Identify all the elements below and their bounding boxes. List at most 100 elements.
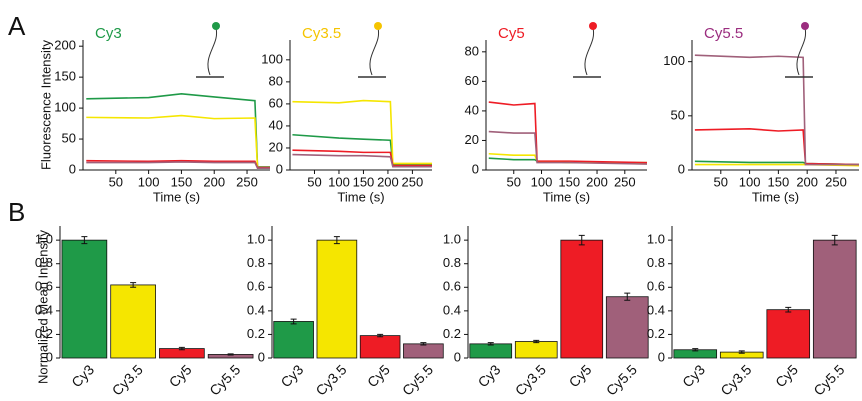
bar bbox=[403, 343, 444, 359]
bar bbox=[61, 239, 108, 359]
y-tick-label: 20 bbox=[465, 132, 479, 147]
y-tick-label: 0.4 bbox=[443, 302, 461, 317]
bar bbox=[316, 239, 358, 359]
y-tick-label: 0 bbox=[678, 161, 685, 176]
panel-label: A bbox=[8, 11, 26, 41]
y-tick-label: 0 bbox=[454, 349, 461, 364]
icon-tether bbox=[796, 27, 807, 76]
y-tick-label: 0.4 bbox=[647, 302, 665, 317]
x-tick-label: 200 bbox=[796, 174, 818, 189]
x-tick-label: 50 bbox=[507, 174, 521, 189]
y-tick-label: 80 bbox=[465, 43, 479, 58]
y-tick-label: 100 bbox=[663, 53, 685, 68]
x-tick-label: 100 bbox=[138, 174, 160, 189]
y-tick-label: 0.8 bbox=[35, 255, 53, 270]
y-tick-label: 20 bbox=[269, 139, 283, 154]
bar bbox=[766, 309, 811, 359]
error-bar bbox=[227, 353, 234, 356]
y-tick-label: 50 bbox=[62, 130, 76, 145]
x-axis-label: Time (s) bbox=[752, 189, 799, 204]
bar bbox=[560, 239, 604, 359]
x-tick-label: 150 bbox=[353, 174, 375, 189]
x-tick-label: 250 bbox=[402, 174, 424, 189]
y-tick-label: 0.4 bbox=[35, 302, 53, 317]
bar bbox=[812, 239, 857, 359]
y-tick-label: 0.2 bbox=[247, 326, 265, 341]
x-tick-label: 100 bbox=[531, 174, 553, 189]
x-tick-label: 150 bbox=[558, 174, 580, 189]
y-tick-label: 0.8 bbox=[443, 255, 461, 270]
y-tick-label: 60 bbox=[269, 95, 283, 110]
error-bar bbox=[377, 333, 384, 338]
error-bar bbox=[178, 346, 185, 351]
trace bbox=[292, 99, 432, 165]
x-tick-label: Cy5 bbox=[166, 361, 195, 390]
chart-title: Cy5 bbox=[498, 25, 525, 42]
x-tick-label: Cy3.5 bbox=[717, 361, 754, 398]
y-tick-label: 0.6 bbox=[35, 279, 53, 294]
y-tick-label: 1.0 bbox=[247, 232, 265, 247]
bar bbox=[514, 341, 558, 359]
x-tick-label: 100 bbox=[328, 174, 350, 189]
y-axis-label: Normalized Mean Intensity bbox=[35, 230, 50, 384]
error-bar bbox=[578, 234, 585, 246]
x-tick-label: Cy3.5 bbox=[512, 361, 549, 398]
y-tick-label: 0 bbox=[658, 349, 665, 364]
x-axis-label: Time (s) bbox=[543, 189, 590, 204]
trace bbox=[86, 93, 270, 168]
icon-dye bbox=[801, 22, 809, 30]
x-tick-label: 200 bbox=[586, 174, 608, 189]
y-tick-label: 0.6 bbox=[647, 279, 665, 294]
y-tick-label: 0 bbox=[276, 161, 283, 176]
y-tick-label: 0 bbox=[258, 349, 265, 364]
chart-title: Cy3.5 bbox=[302, 25, 341, 42]
icon-dye bbox=[374, 22, 382, 30]
trace bbox=[694, 128, 860, 166]
error-bar bbox=[81, 236, 88, 245]
x-tick-label: Cy3.5 bbox=[109, 361, 146, 398]
y-tick-label: 0 bbox=[69, 161, 76, 176]
bar bbox=[110, 284, 156, 359]
x-tick-label: 250 bbox=[236, 174, 258, 189]
icon-dye bbox=[589, 22, 597, 30]
y-tick-label: 0 bbox=[472, 161, 479, 176]
y-tick-label: 200 bbox=[54, 38, 76, 53]
x-tick-label: 150 bbox=[768, 174, 790, 189]
x-tick-label: 150 bbox=[171, 174, 193, 189]
chart-title: Cy3 bbox=[95, 25, 122, 42]
x-tick-label: 50 bbox=[714, 174, 728, 189]
trace bbox=[292, 153, 432, 168]
x-tick-label: Cy5 bbox=[772, 361, 801, 390]
error-bar bbox=[533, 339, 540, 344]
error-bar bbox=[130, 282, 137, 288]
error-bar bbox=[290, 318, 297, 325]
trace bbox=[292, 133, 432, 166]
error-bar bbox=[738, 350, 745, 354]
y-tick-label: 0.2 bbox=[35, 326, 53, 341]
icon-tether bbox=[584, 27, 595, 76]
x-tick-label: Cy3.5 bbox=[312, 361, 349, 398]
x-tick-label: Cy5.5 bbox=[603, 361, 640, 398]
icon-tether bbox=[369, 27, 380, 76]
x-tick-label: 50 bbox=[109, 174, 123, 189]
bar bbox=[605, 296, 649, 359]
y-tick-label: 0.6 bbox=[247, 279, 265, 294]
x-tick-label: Cy3 bbox=[68, 361, 97, 390]
error-bar bbox=[420, 342, 427, 346]
trace bbox=[86, 161, 270, 169]
x-tick-label: Cy5.5 bbox=[810, 361, 847, 398]
error-bar bbox=[487, 342, 494, 346]
y-tick-label: 100 bbox=[54, 100, 76, 115]
x-tick-label: 250 bbox=[825, 174, 847, 189]
y-axis-label: Fluorescence Intensity bbox=[38, 39, 53, 170]
x-tick-label: Cy3 bbox=[277, 361, 306, 390]
y-tick-label: 40 bbox=[269, 117, 283, 132]
x-tick-label: Cy5.5 bbox=[206, 361, 243, 398]
icon-tether bbox=[207, 27, 218, 76]
y-tick-label: 1.0 bbox=[443, 232, 461, 247]
y-tick-label: 0.8 bbox=[647, 255, 665, 270]
y-tick-label: 0.2 bbox=[443, 326, 461, 341]
error-bar bbox=[624, 292, 631, 301]
trace bbox=[292, 149, 432, 167]
